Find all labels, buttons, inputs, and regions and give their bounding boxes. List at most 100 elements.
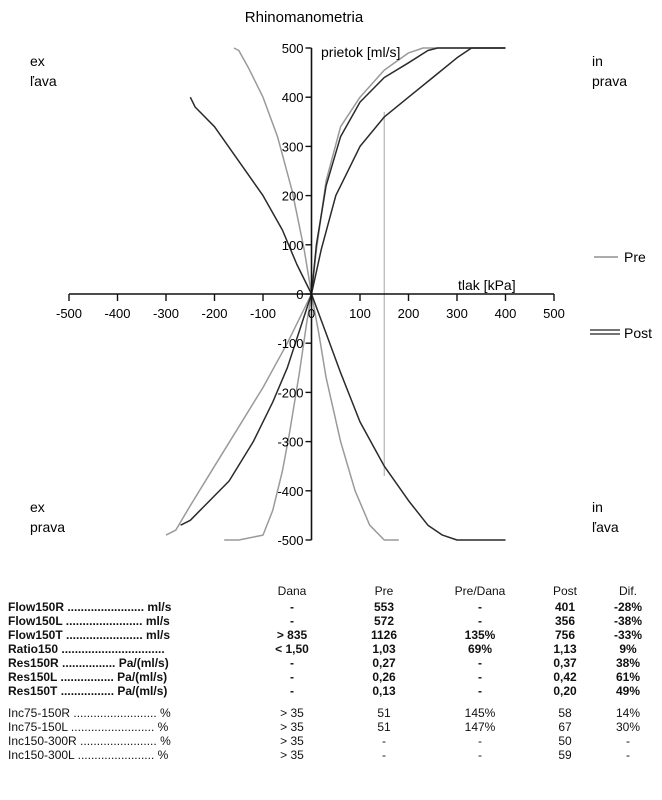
cell-pre: 0,13 (372, 683, 396, 698)
quadrant-top-right-line2: prava (592, 73, 627, 89)
series-post-line-5 (310, 47, 506, 295)
cell-dana: > 35 (280, 719, 304, 734)
table-row: Inc75-150L ......................... % > … (8, 720, 656, 734)
cell-dif: 61% (615, 669, 641, 684)
header-pre-dana: Pre/Dana (454, 583, 506, 598)
x-axis-label: tlak [kPa] (458, 277, 516, 293)
header-dif: Dif. (619, 583, 637, 598)
cell-pre: 0,27 (372, 655, 396, 670)
header-dana: Dana (277, 583, 307, 598)
cell-dana: > 35 (280, 705, 304, 720)
cell-post: 59 (558, 747, 572, 762)
table-row: Flow150T ....................... ml/s > 8… (8, 628, 656, 642)
x-tick-label: 400 (495, 306, 517, 321)
cell-post: 756 (554, 627, 576, 642)
x-tick-label: 0 (308, 306, 315, 321)
table-row: Res150T ................ Pa/(ml/s) - 0,13 -… (8, 684, 656, 698)
cell-parameter: Inc75-150R ......................... % (8, 705, 171, 720)
legend-post-label: Post (624, 325, 652, 341)
cell-pre: 51 (377, 705, 391, 720)
cell-parameter: Res150R ................ Pa/(ml/s) (8, 655, 169, 670)
table-row: Res150L ................ Pa/(ml/s) - 0,26 -… (8, 670, 656, 684)
table-row: Inc150-300R ....................... % > 3… (8, 734, 656, 748)
series-post-line-6 (310, 47, 506, 295)
cell-post: 50 (558, 733, 572, 748)
cell-post: 0,37 (553, 655, 577, 670)
x-tick-label: -500 (56, 306, 82, 321)
cell-dif: -33% (613, 627, 642, 642)
cell-dana: > 835 (276, 627, 308, 642)
y-tick-label: -100 (277, 336, 303, 351)
x-axis-ticks: -500 -400 -300 -200 -100 0 100 200 300 400 500 (56, 294, 565, 321)
y-tick-label: -500 (277, 533, 303, 548)
cell-parameter: Flow150T ....................... ml/s (8, 627, 171, 642)
cell-pre-dana: - (478, 683, 482, 698)
quadrant-bottom-right-line2: ľava (592, 519, 619, 535)
x-tick-label: 300 (446, 306, 468, 321)
cell-dana: - (290, 613, 294, 628)
quadrant-bottom-right-line1: in (592, 499, 603, 515)
cell-post: 401 (554, 599, 576, 614)
y-tick-label: 500 (282, 41, 304, 56)
cell-pre: 1,03 (372, 641, 396, 656)
results-header-row: Dana Pre Pre/Dana Post Dif. (8, 582, 656, 600)
table-row: Flow150L ....................... ml/s - 57… (8, 614, 656, 628)
quadrant-bottom-left-line2: prava (30, 519, 65, 535)
cell-pre-dana: 145% (464, 705, 496, 720)
cell-pre: - (382, 733, 386, 748)
results-table: Dana Pre Pre/Dana Post Dif. Flow150R ...… (8, 582, 656, 762)
series-pre-line-3 (310, 293, 399, 541)
cell-post: 0,42 (553, 669, 577, 684)
cell-dif: 14% (615, 705, 641, 720)
cell-dana: - (290, 655, 294, 670)
cell-pre-dana: - (478, 669, 482, 684)
cell-pre: 51 (377, 719, 391, 734)
cell-dif: 38% (615, 655, 641, 670)
row-spacer (8, 698, 656, 706)
cell-pre-dana: 147% (464, 719, 496, 734)
table-row: Inc150-300L ....................... % > 3… (8, 748, 656, 762)
legend-pre-label: Pre (624, 249, 646, 265)
header-parameter (8, 582, 246, 600)
data-series-layer (165, 47, 506, 541)
cell-pre-dana: - (478, 599, 482, 614)
chart-title: Rhinomanometria (245, 9, 364, 26)
x-tick-label: 500 (543, 306, 565, 321)
x-tick-label: 200 (398, 306, 420, 321)
quadrant-top-left-line1: ex (30, 53, 45, 69)
series-pre-line-1 (233, 47, 313, 295)
quadrant-bottom-left-line1: ex (30, 499, 45, 515)
cell-pre: 553 (373, 599, 395, 614)
y-tick-label: 200 (282, 189, 304, 204)
cell-parameter: Ratio150 ............................... (8, 641, 165, 656)
y-tick-label: -400 (277, 484, 303, 499)
header-post: Post (552, 583, 577, 598)
x-tick-label: -200 (201, 306, 227, 321)
table-row: Res150R ................ Pa/(ml/s) - 0,27 -… (8, 656, 656, 670)
series-pre-line-0 (310, 47, 506, 295)
cell-parameter: Flow150L ....................... ml/s (8, 613, 170, 628)
cell-post: 0,20 (553, 683, 577, 698)
cell-dif: 49% (615, 683, 641, 698)
quadrant-top-left-line2: ľava (30, 73, 57, 89)
series-post-line-7 (189, 96, 313, 295)
cell-dif: - (626, 733, 630, 748)
cell-dana: - (290, 683, 294, 698)
y-tick-label: 400 (282, 90, 304, 105)
legend: Pre Post (590, 249, 652, 341)
cell-dif: - (626, 747, 630, 762)
x-tick-label: -100 (250, 306, 276, 321)
quadrant-top-right-line1: in (592, 53, 603, 69)
y-tick-label: 100 (282, 238, 304, 253)
cell-dana: < 1,50 (275, 641, 309, 656)
cell-pre: 572 (373, 613, 395, 628)
cell-dif: -28% (613, 599, 642, 614)
series-pre-line-2 (165, 293, 313, 536)
header-pre: Pre (374, 583, 394, 598)
table-row: Ratio150 ...............................… (8, 642, 656, 656)
table-row: Inc75-150R ......................... % > … (8, 706, 656, 720)
y-tick-label: -200 (277, 385, 303, 400)
cell-post: 58 (558, 705, 572, 720)
rhinomanometry-chart: Rhinomanometria ex ľava in prava ex prav… (30, 9, 652, 548)
cell-pre-dana: - (478, 733, 482, 748)
